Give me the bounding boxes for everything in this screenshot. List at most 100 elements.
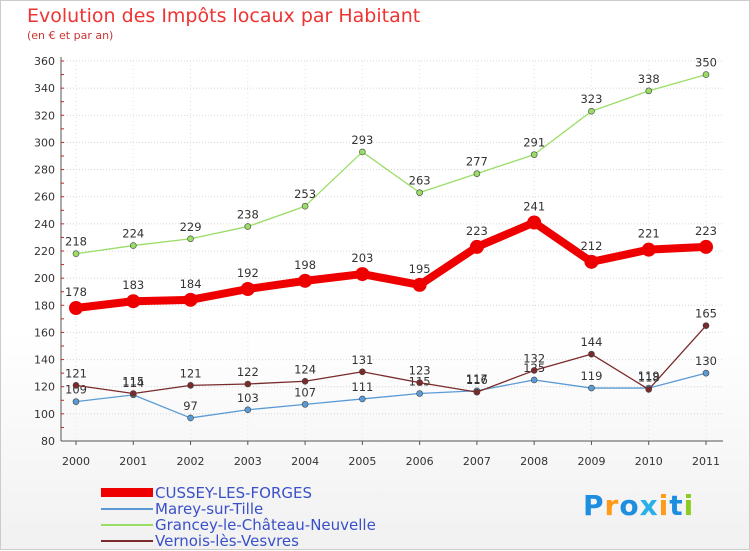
data-label: 229: [180, 220, 202, 234]
y-tick-label: 240: [34, 218, 55, 231]
data-label: 192: [237, 266, 259, 280]
data-point: [183, 292, 198, 307]
data-label: 323: [580, 92, 602, 106]
x-tick-label: 2011: [692, 455, 720, 468]
x-tick-label: 2000: [62, 455, 90, 468]
data-label: 144: [580, 335, 602, 349]
y-tick-label: 260: [34, 191, 55, 204]
logo-letter: P: [583, 489, 605, 522]
y-tick-label: 220: [34, 245, 55, 258]
data-point: [469, 239, 484, 254]
data-label: 122: [237, 365, 259, 379]
data-label: 119: [580, 369, 602, 383]
data-label: 293: [351, 133, 373, 147]
legend-swatch: [101, 488, 153, 497]
data-label: 117: [466, 372, 488, 386]
series-line: [75, 372, 707, 419]
x-tick-label: 2008: [520, 455, 548, 468]
data-label: 277: [466, 155, 488, 169]
data-point: [72, 398, 80, 405]
x-tick-label: 2010: [635, 455, 663, 468]
data-point: [530, 376, 538, 384]
data-label: 107: [294, 385, 316, 399]
data-label: 103: [237, 391, 259, 405]
data-point: [359, 395, 366, 403]
data-label: 195: [409, 262, 431, 276]
data-label: 119: [638, 369, 660, 383]
data-point: [641, 242, 656, 257]
x-tick-label: 2009: [577, 455, 605, 468]
data-point: [129, 390, 137, 397]
data-point: [473, 388, 481, 396]
logo-letter: t: [669, 489, 684, 522]
data-label: 130: [695, 354, 717, 368]
data-label: 114: [122, 376, 144, 390]
legend-swatch: [101, 540, 153, 542]
data-point: [530, 367, 538, 374]
data-label: 165: [695, 307, 717, 321]
data-label: 131: [351, 353, 373, 367]
data-label: 97: [183, 399, 198, 413]
data-point: [412, 277, 427, 292]
x-tick-label: 2002: [177, 455, 205, 468]
data-point: [298, 273, 313, 288]
x-tick-label: 2004: [291, 455, 319, 468]
y-tick-label: 140: [34, 354, 55, 367]
x-tick-label: 2006: [406, 455, 434, 468]
y-tick-label: 200: [34, 272, 55, 285]
data-point: [187, 382, 194, 389]
legend-label: CUSSEY-LES-FORGES: [155, 484, 313, 502]
legend-label: Grancey-le-Château-Neuvelle: [155, 516, 376, 534]
chart-subtitle: (en € et par an): [27, 29, 114, 42]
data-label: 198: [294, 258, 316, 272]
chart-title: Evolution des Impôts locaux par Habitant: [27, 5, 421, 27]
data-label: 132: [523, 351, 545, 365]
logo-letter: i: [658, 489, 670, 522]
data-point: [244, 406, 252, 414]
y-tick-label: 360: [34, 55, 55, 68]
data-label: 124: [294, 362, 316, 376]
data-point: [588, 107, 595, 115]
data-point: [301, 377, 309, 385]
data-point: [588, 384, 595, 392]
data-label: 115: [122, 375, 144, 389]
data-point: [359, 368, 366, 376]
data-label: 121: [180, 366, 202, 380]
data-label: 121: [65, 366, 87, 380]
logo-letter: o: [619, 489, 640, 522]
data-label: 241: [523, 200, 545, 214]
y-tick-label: 100: [34, 408, 55, 421]
data-point: [416, 390, 423, 397]
data-point: [416, 189, 423, 196]
x-tick-label: 2005: [348, 455, 376, 468]
data-label: 123: [409, 364, 431, 378]
data-point: [702, 322, 710, 329]
data-label: 223: [695, 224, 717, 238]
logo-letter: i: [683, 489, 695, 522]
data-label: 183: [122, 278, 144, 292]
data-point: [240, 282, 255, 296]
data-point: [645, 87, 653, 95]
data-point: [301, 401, 309, 408]
data-point: [355, 267, 370, 282]
data-label: 291: [523, 136, 545, 150]
legend-label: Vernois-lès-Vesvres: [155, 532, 299, 550]
data-label: 221: [638, 227, 660, 241]
data-point: [527, 215, 542, 230]
data-point: [301, 202, 309, 210]
x-tick-label: 2001: [119, 455, 147, 468]
data-point: [126, 294, 141, 309]
data-point: [702, 369, 710, 377]
y-tick-label: 280: [34, 164, 55, 177]
legend-swatch: [101, 524, 153, 526]
data-label: 203: [351, 251, 373, 265]
legend-swatch: [101, 508, 153, 510]
data-label: 116: [466, 373, 488, 387]
x-tick-label: 2007: [463, 455, 491, 468]
data-label: 253: [294, 187, 316, 201]
data-point: [187, 235, 194, 243]
proxiti-logo: Proxiti: [583, 489, 694, 522]
data-label: 350: [695, 56, 717, 70]
logo-letter: x: [639, 489, 659, 522]
